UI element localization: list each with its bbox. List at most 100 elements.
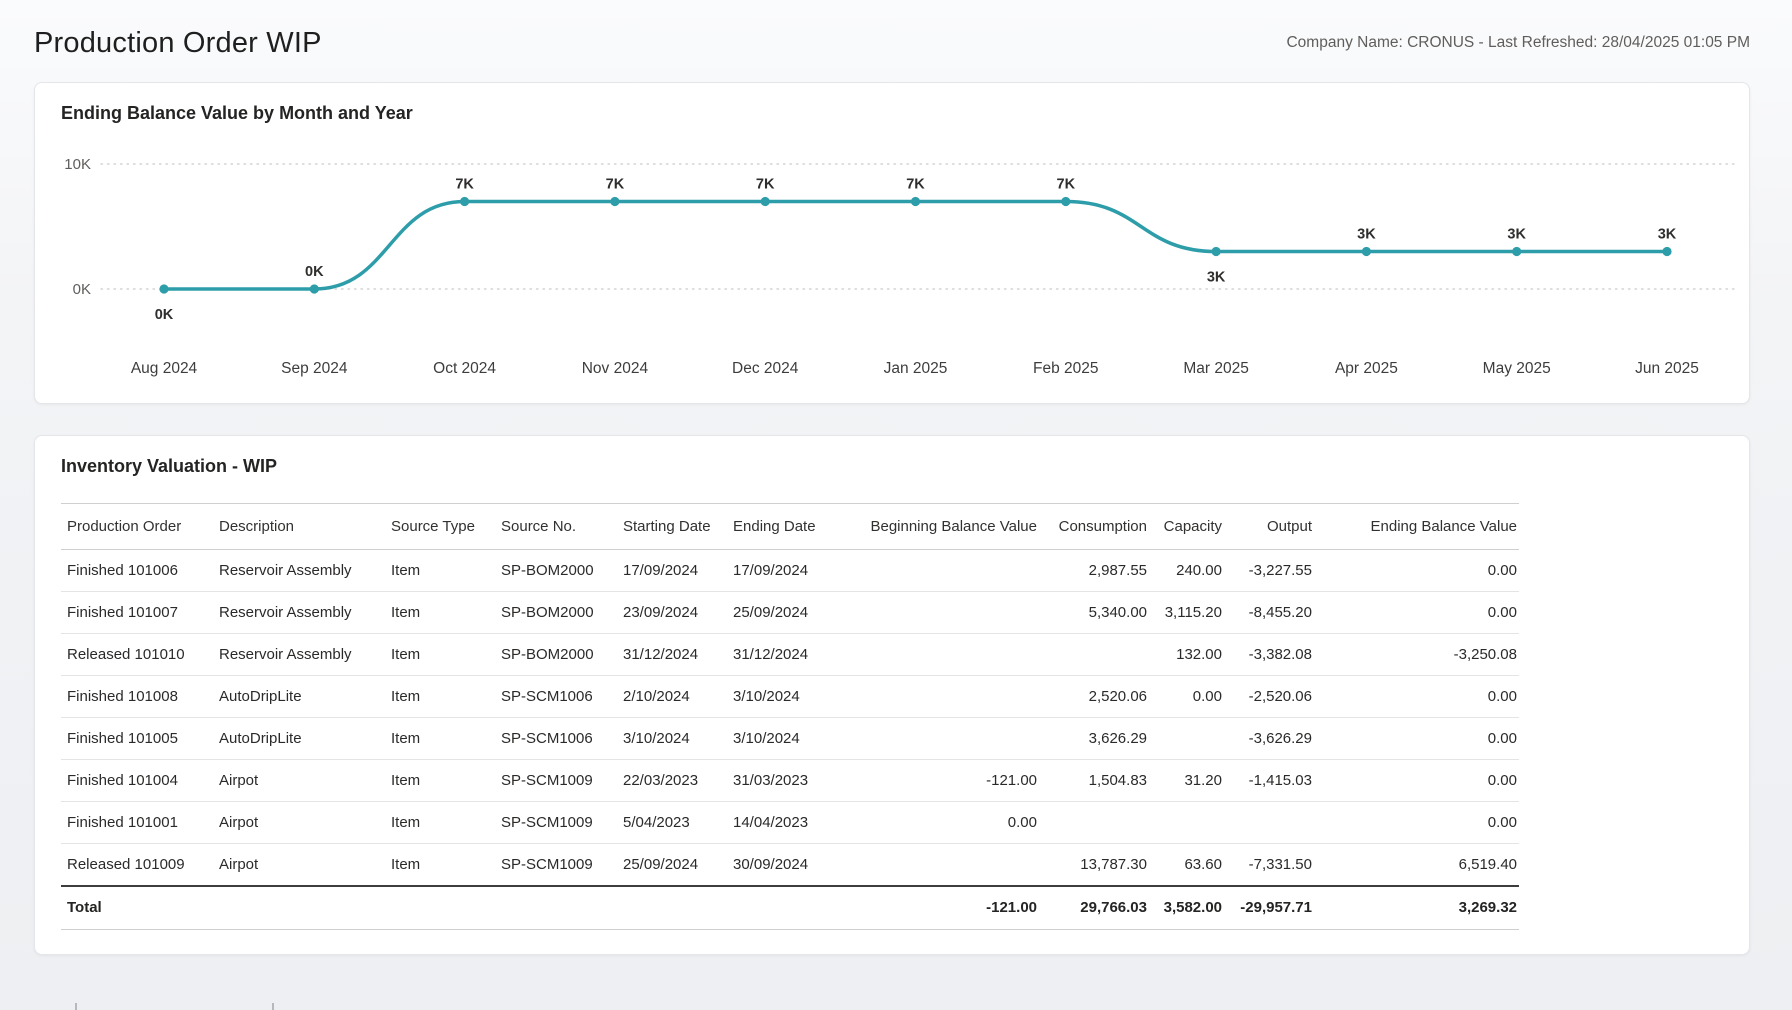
table-cell: Finished 101006	[61, 549, 213, 592]
table-row: Finished 101006 Reservoir Assembly Item SP-…	[61, 549, 1519, 592]
table-cell	[859, 549, 1039, 592]
data-point[interactable]	[159, 284, 169, 294]
table-row: Finished 101008 AutoDripLite Item SP-SCM100…	[61, 675, 1519, 718]
data-point[interactable]	[1061, 196, 1071, 207]
data-label: 3K	[1357, 227, 1376, 243]
table-cell: 2,987.55	[1039, 549, 1149, 592]
data-label: 0K	[155, 307, 174, 323]
table-body: Finished 101006 Reservoir Assembly Item SP-…	[61, 549, 1519, 886]
table-cell: 1,504.83	[1039, 759, 1149, 802]
data-point[interactable]	[610, 196, 620, 207]
table-cell: SP-SCM1009	[495, 759, 617, 802]
table-cell: SP-SCM1009	[495, 801, 617, 844]
cutoff-next-section	[0, 1003, 1792, 1010]
data-label: 7K	[906, 177, 925, 193]
total-cell: 3,269.32	[1314, 884, 1519, 930]
table-cell: SP-SCM1009	[495, 843, 617, 886]
table-cell: Reservoir Assembly	[213, 549, 385, 592]
column-header[interactable]: Capacity	[1149, 503, 1224, 550]
table-cell: 3/10/2024	[727, 675, 859, 718]
data-point[interactable]	[1361, 246, 1371, 257]
x-axis-label: Jun 2025	[1635, 360, 1699, 377]
table-cell: Finished 101005	[61, 717, 213, 760]
column-header[interactable]: Starting Date	[617, 503, 727, 550]
table-cell: Finished 101008	[61, 675, 213, 718]
table-cell: 3/10/2024	[727, 717, 859, 760]
table-row: Finished 101007 Reservoir Assembly Item SP-…	[61, 591, 1519, 634]
data-point[interactable]	[1662, 246, 1672, 257]
table-cell: Released 101010	[61, 633, 213, 676]
column-header[interactable]: Description	[213, 503, 385, 550]
table-cell: 14/04/2023	[727, 801, 859, 844]
column-header[interactable]: Ending Balance Value	[1314, 503, 1519, 550]
x-axis-label: Dec 2024	[732, 360, 799, 377]
table-cell: -7,331.50	[1224, 843, 1314, 886]
data-label: 7K	[606, 177, 625, 193]
table-cell: 0.00	[1314, 675, 1519, 718]
data-label: 7K	[455, 177, 474, 193]
total-cell	[495, 884, 617, 930]
total-cell: -121.00	[859, 884, 1039, 930]
column-header[interactable]: Consumption	[1039, 503, 1149, 550]
table-cell: -3,626.29	[1224, 717, 1314, 760]
cutoff-element-tick	[272, 1003, 274, 1010]
table-row: Finished 101004 Airpot Item SP-SCM1009 22/03…	[61, 759, 1519, 802]
cutoff-element-tick	[75, 1003, 77, 1010]
y-axis-tick-label: 0K	[73, 281, 91, 298]
total-cell	[617, 884, 727, 930]
line-chart[interactable]: 10K 0K 0K Aug 2024 0K Sep 2024 7K Oct 2024 7K Nov…	[35, 131, 1749, 393]
table-row: Released 101010 Reservoir Assembly Item SP-…	[61, 633, 1519, 676]
table-cell	[1224, 801, 1314, 844]
table-cell: SP-BOM2000	[495, 591, 617, 634]
table-row: Released 101009 Airpot Item SP-SCM1009 25/09…	[61, 843, 1519, 886]
table-row: Finished 101005 AutoDripLite Item SP-SCM100…	[61, 717, 1519, 760]
table-cell: 3,115.20	[1149, 591, 1224, 634]
table-cell: 3,626.29	[1039, 717, 1149, 760]
table-cell: -2,520.06	[1224, 675, 1314, 718]
table-title: Inventory Valuation - WIP	[61, 456, 278, 476]
table-cell	[859, 633, 1039, 676]
total-cell: -29,957.71	[1224, 884, 1314, 930]
column-header[interactable]: Beginning Balance Value	[859, 503, 1039, 550]
table-cell: 13,787.30	[1039, 843, 1149, 886]
column-header[interactable]: Source No.	[495, 503, 617, 550]
data-point[interactable]	[1211, 246, 1221, 257]
inventory-valuation-table: Production Order Description Source Type So…	[61, 503, 1519, 930]
table-cell: SP-BOM2000	[495, 549, 617, 592]
table-cell: 31/03/2023	[727, 759, 859, 802]
table-cell: 0.00	[1314, 717, 1519, 760]
column-header[interactable]: Output	[1224, 503, 1314, 550]
total-cell	[385, 884, 495, 930]
data-point[interactable]	[309, 284, 319, 294]
total-label: Total	[61, 884, 213, 930]
data-point[interactable]	[460, 196, 470, 207]
table-cell: 17/09/2024	[727, 549, 859, 592]
total-cell: 3,582.00	[1149, 884, 1224, 930]
table-cell: Airpot	[213, 801, 385, 844]
table-cell: 25/09/2024	[617, 843, 727, 886]
table-cell	[859, 843, 1039, 886]
table-cell: 2,520.06	[1039, 675, 1149, 718]
table-cell	[1149, 801, 1224, 844]
x-axis-label: Nov 2024	[582, 360, 649, 377]
table-cell: -3,227.55	[1224, 549, 1314, 592]
x-axis-label: Oct 2024	[433, 360, 496, 377]
data-point[interactable]	[760, 196, 770, 207]
data-label: 0K	[305, 264, 324, 280]
column-header[interactable]: Source Type	[385, 503, 495, 550]
data-point[interactable]	[910, 196, 921, 207]
column-header[interactable]: Ending Date	[727, 503, 859, 550]
table-cell	[1039, 801, 1149, 844]
x-axis-label: May 2025	[1483, 360, 1551, 377]
data-label: 3K	[1207, 270, 1226, 286]
table-cell: AutoDripLite	[213, 675, 385, 718]
y-axis-tick-label: 10K	[64, 156, 91, 173]
table-cell: Item	[385, 801, 495, 844]
table-cell	[859, 717, 1039, 760]
column-header[interactable]: Production Order	[61, 503, 213, 550]
table-cell: Reservoir Assembly	[213, 591, 385, 634]
data-point[interactable]	[1512, 246, 1522, 257]
table-card: Inventory Valuation - WIP Production Ord…	[34, 435, 1750, 955]
table-cell: Item	[385, 843, 495, 886]
table-cell: Airpot	[213, 759, 385, 802]
